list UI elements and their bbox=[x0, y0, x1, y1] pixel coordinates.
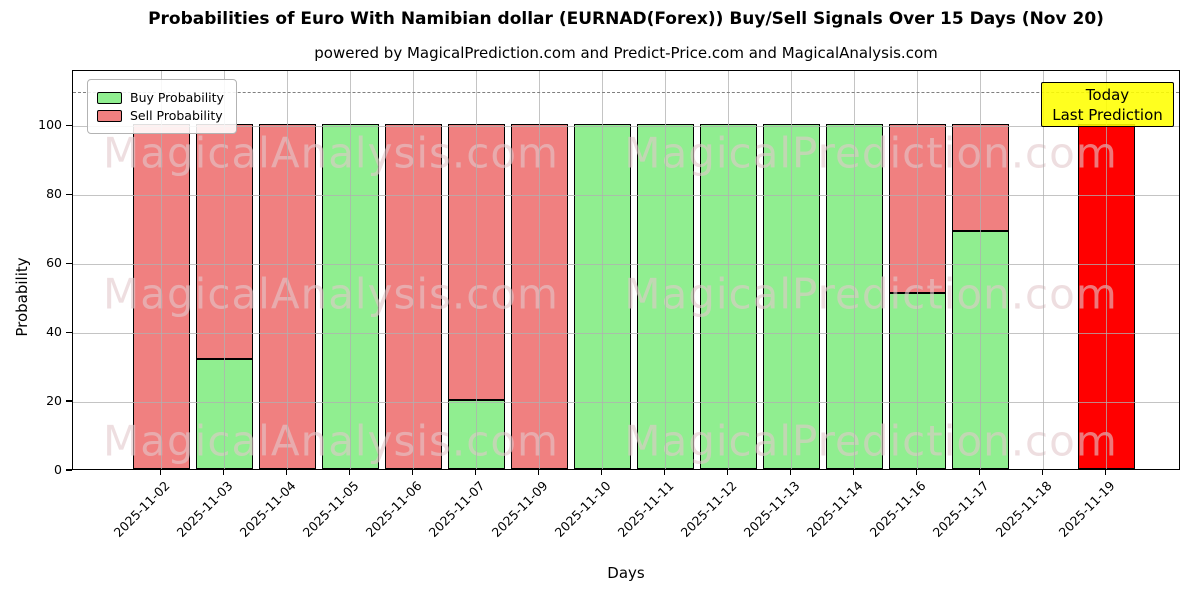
legend-label-sell: Sell Probability bbox=[130, 108, 223, 123]
x-tick-mark bbox=[286, 470, 288, 475]
x-tick-mark bbox=[538, 470, 540, 475]
gridline-vertical bbox=[224, 71, 225, 469]
watermark-text: MagicalAnalysis.com bbox=[103, 416, 559, 466]
legend-item-buy: Buy Probability bbox=[97, 90, 224, 105]
y-tick-mark bbox=[66, 331, 72, 333]
x-axis-label: Days bbox=[607, 564, 645, 582]
y-tick-label: 40 bbox=[46, 324, 62, 340]
y-tick-label: 80 bbox=[46, 186, 62, 202]
gridline-vertical bbox=[917, 71, 918, 469]
sell-probability-swatch bbox=[97, 109, 122, 122]
watermark-text: MagicalAnalysis.com bbox=[103, 269, 559, 319]
legend: Buy Probability Sell Probability bbox=[87, 79, 237, 134]
gridline-vertical bbox=[665, 71, 666, 469]
gridline-vertical bbox=[791, 71, 792, 469]
x-tick-mark bbox=[475, 470, 477, 475]
gridline-horizontal bbox=[73, 333, 1179, 335]
today-last-prediction-label: Today Last Prediction bbox=[1041, 82, 1174, 127]
gridline-vertical bbox=[413, 71, 414, 469]
annotation-line-today: Today bbox=[1085, 86, 1130, 104]
gridline-vertical bbox=[1043, 71, 1044, 469]
x-tick-mark bbox=[790, 470, 792, 475]
y-tick-label: 20 bbox=[46, 393, 62, 408]
x-tick-mark bbox=[601, 470, 603, 475]
x-tick-mark bbox=[223, 470, 225, 475]
legend-item-sell: Sell Probability bbox=[97, 108, 224, 123]
y-tick-mark bbox=[66, 124, 72, 126]
y-tick-mark bbox=[66, 400, 72, 402]
buy-probability-swatch bbox=[97, 91, 122, 104]
x-tick-mark bbox=[412, 470, 414, 475]
gridline-vertical bbox=[1106, 71, 1107, 469]
gridline-vertical bbox=[350, 71, 351, 469]
x-tick-mark bbox=[916, 470, 918, 475]
gridline-vertical bbox=[476, 71, 477, 469]
x-tick-mark bbox=[664, 470, 666, 475]
gridline-horizontal bbox=[73, 402, 1179, 403]
x-tick-mark bbox=[1042, 470, 1044, 475]
watermark-text: MagicalAnalysis.com bbox=[103, 128, 559, 178]
x-tick-mark bbox=[1105, 470, 1107, 475]
x-tick-mark bbox=[853, 470, 855, 475]
plot-area: Buy Probability Sell Probability Today L… bbox=[72, 70, 1180, 470]
x-tick-mark bbox=[160, 470, 162, 475]
watermark-text: MagicalPrediction.com bbox=[624, 128, 1118, 178]
gridline-horizontal bbox=[73, 195, 1179, 197]
gridline-vertical bbox=[287, 71, 288, 469]
gridline-vertical bbox=[854, 71, 855, 469]
gridline-vertical bbox=[728, 71, 729, 469]
legend-label-buy: Buy Probability bbox=[130, 90, 224, 105]
gridline-vertical bbox=[602, 71, 603, 469]
gridline-vertical bbox=[980, 71, 981, 469]
chart-subtitle: powered by MagicalPrediction.com and Pre… bbox=[314, 44, 938, 62]
dashed-threshold-line bbox=[73, 91, 1179, 93]
gridline-vertical bbox=[539, 71, 540, 469]
gridline-vertical bbox=[161, 71, 162, 469]
gridline-horizontal bbox=[73, 264, 1179, 266]
y-tick-mark bbox=[66, 262, 72, 264]
gridline-horizontal bbox=[73, 126, 1179, 128]
y-tick-mark bbox=[66, 469, 72, 471]
y-tick-label: 100 bbox=[38, 117, 62, 133]
y-tick-label: 0 bbox=[54, 462, 62, 477]
watermark-text: MagicalPrediction.com bbox=[624, 269, 1118, 319]
y-tick-label: 60 bbox=[46, 255, 62, 271]
x-tick-mark bbox=[979, 470, 981, 475]
annotation-line-last-prediction: Last Prediction bbox=[1052, 106, 1163, 124]
x-tick-mark bbox=[727, 470, 729, 475]
chart-title: Probabilities of Euro With Namibian doll… bbox=[148, 9, 1104, 29]
y-tick-mark bbox=[66, 193, 72, 195]
x-tick-mark bbox=[349, 470, 351, 475]
watermark-text: MagicalPrediction.com bbox=[624, 416, 1118, 466]
x-tick-label: 2025-11-02 bbox=[110, 478, 173, 540]
